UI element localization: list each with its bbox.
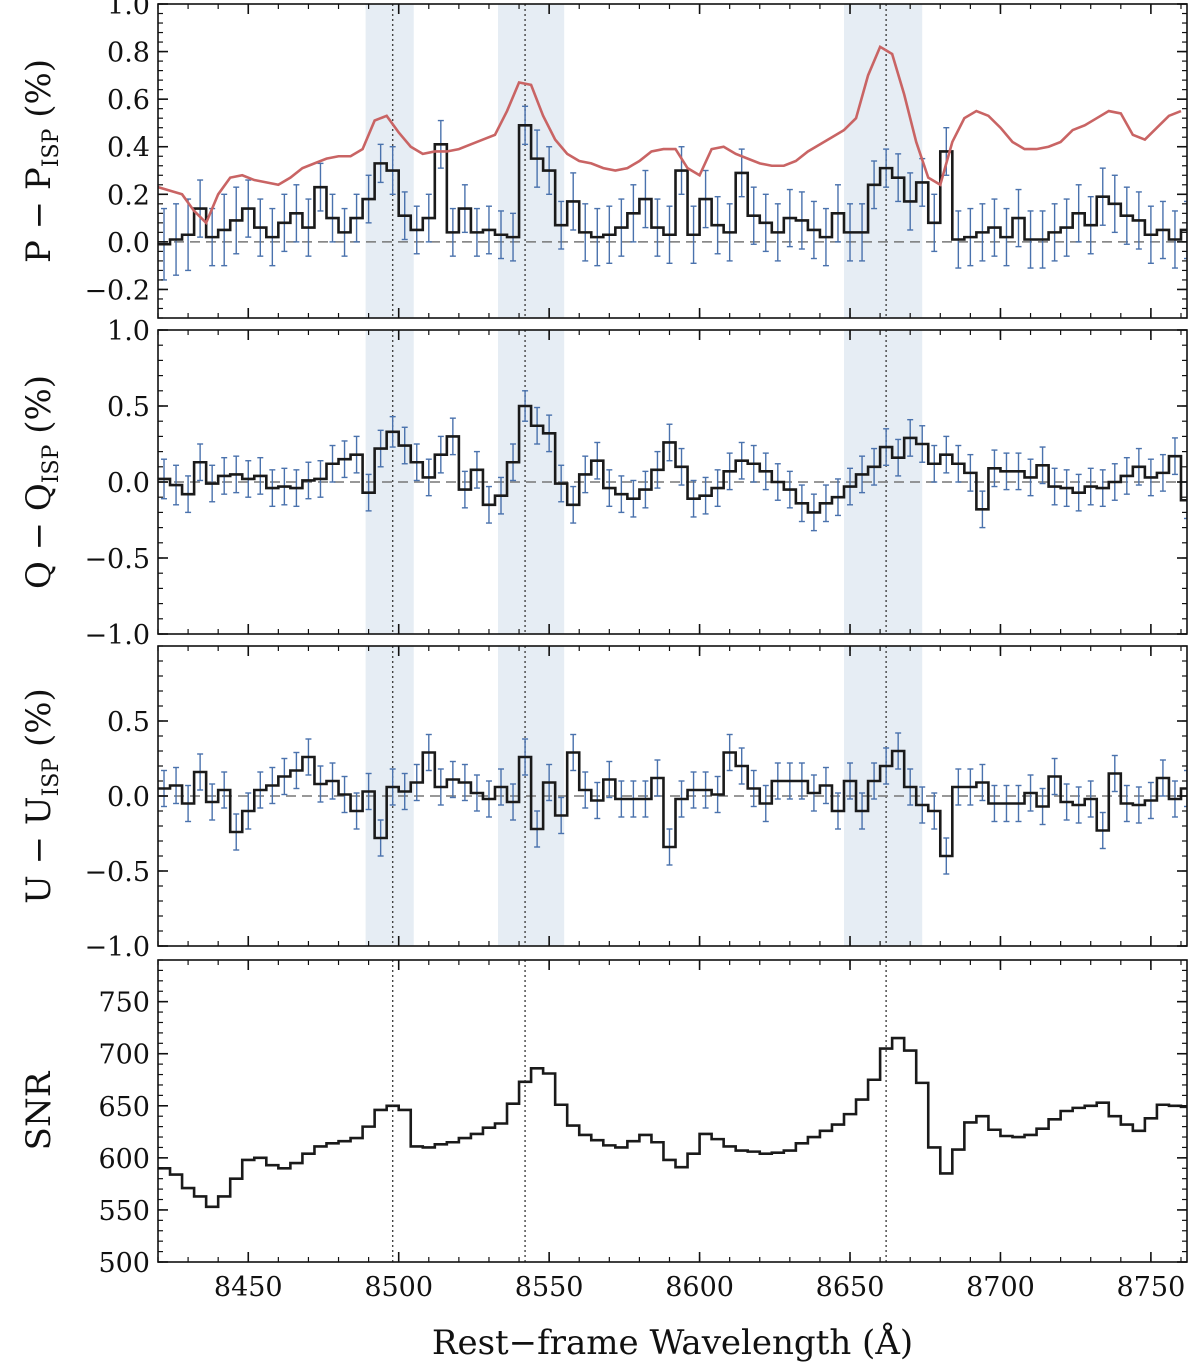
y-tick-label: 0.2 [107,180,150,211]
y-tick-label: 0.5 [107,707,150,738]
y-tick-label: −0.2 [84,275,150,306]
panel-SNR-plot-area [158,960,1187,1262]
step-series [158,749,1187,858]
x-tick-label: 8650 [816,1272,885,1303]
y-axis-label: U − UISP (%) [19,688,64,904]
y-axis-label: SNR [19,1070,59,1150]
y-tick-label: 0.0 [107,228,150,259]
x-tick-label: 8700 [966,1272,1035,1303]
step-series [158,404,1187,514]
panel-frame [157,959,1188,1263]
step-series [158,1036,1187,1209]
panel-P-plot-area [158,4,1187,318]
shaded-region [844,4,923,318]
y-tick-label: 750 [98,988,150,1019]
y-tick-label: 600 [98,1144,150,1175]
y-tick-label: 700 [98,1040,150,1071]
x-tick-label: 8750 [1117,1272,1186,1303]
y-tick-label: −1.0 [84,620,150,651]
y-tick-label: 0.4 [107,133,150,164]
model-curve [158,44,1182,226]
y-axis-label: P − PISP (%) [19,59,64,263]
shaded-region [365,4,414,318]
y-tick-label: −1.0 [84,932,150,963]
y-tick-label: 0.6 [107,85,150,116]
x-axis-label: Rest−frame Wavelength (Å) [432,1322,913,1363]
x-tick-label: 8550 [515,1272,584,1303]
y-tick-label: 500 [98,1248,150,1279]
y-tick-label: 0.0 [107,782,150,813]
x-tick-label: 8600 [665,1272,734,1303]
step-series [158,124,1187,246]
x-tick-label: 8450 [214,1272,283,1303]
y-tick-label: 650 [98,1092,150,1123]
panel-frame [157,3,1188,319]
y-tick-label: −0.5 [84,544,150,575]
shaded-region [497,4,565,318]
y-tick-label: −0.5 [84,857,150,888]
y-tick-label: 0.5 [107,392,150,423]
y-tick-label: 1.0 [107,316,150,347]
y-axis-label: Q − QISP (%) [19,375,64,589]
y-tick-label: 0.0 [107,468,150,499]
x-tick-label: 8500 [364,1272,433,1303]
panel-Q-plot-area [158,330,1187,634]
panel-U-plot-area [158,646,1187,946]
y-tick-label: 0.8 [107,38,150,69]
y-tick-label: 1.0 [107,0,150,21]
y-tick-label: 550 [98,1196,150,1227]
